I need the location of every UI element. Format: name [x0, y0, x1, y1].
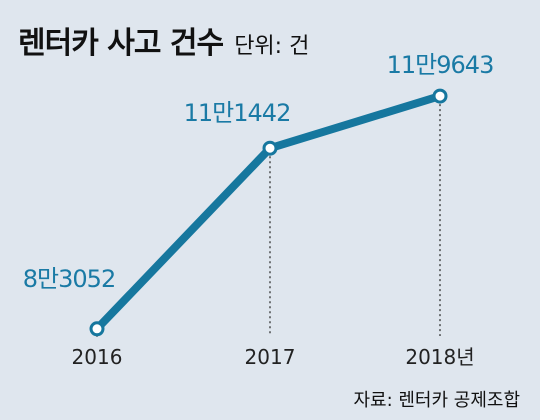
- data-point-2016: [89, 321, 105, 337]
- chart-title-block: 렌터카 사고 건수 단위: 건: [18, 18, 309, 62]
- series-line: [93, 92, 444, 333]
- source-note: 자료: 렌터카 공제조합: [353, 390, 520, 411]
- x-tick-label-2018년: 2018년: [405, 345, 474, 369]
- x-tick-label-2016: 2016: [72, 345, 123, 369]
- data-point-2018년: [432, 88, 448, 104]
- chart-title: 렌터카 사고 건수: [18, 26, 224, 61]
- data-label-2018년: 11만9643: [387, 51, 494, 79]
- data-label-2016: 8만3052: [23, 265, 115, 293]
- data-point-2017: [262, 140, 278, 156]
- data-label-2017: 11만1442: [184, 99, 291, 127]
- x-tick-label-2017: 2017: [245, 345, 296, 369]
- unit-label: 단위: 건: [234, 34, 310, 59]
